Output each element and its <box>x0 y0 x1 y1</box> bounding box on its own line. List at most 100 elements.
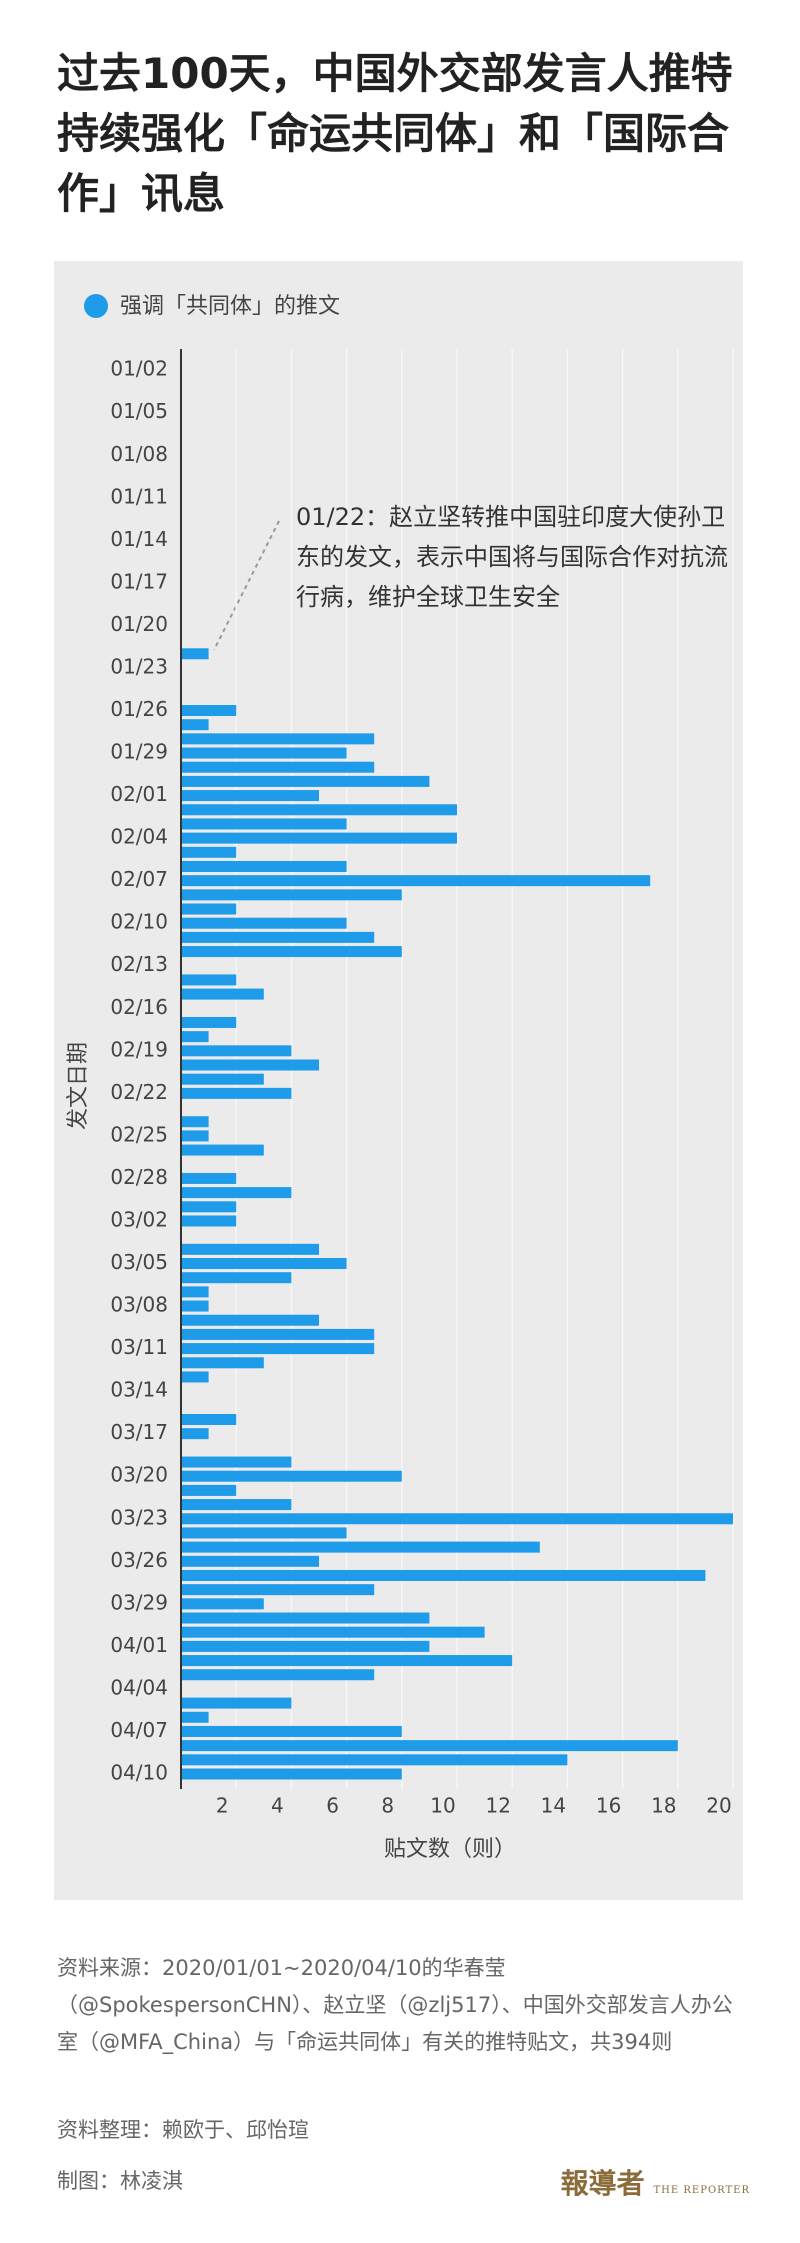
bar <box>181 1314 319 1326</box>
bar <box>181 1768 402 1780</box>
bar <box>181 1144 264 1156</box>
bar <box>181 1059 319 1071</box>
y-tick-label: 02/01 <box>110 782 168 806</box>
bar <box>181 875 651 887</box>
bar <box>181 1697 292 1709</box>
bar <box>181 1357 264 1369</box>
legend-label: 强调「共同体」的推文 <box>120 294 340 319</box>
x-tick-label: 2 <box>216 1794 229 1818</box>
source: 资料来源：2020/01/01~2020/04/10的华春莹（@Spokespe… <box>57 1956 733 2054</box>
bar <box>181 1016 237 1028</box>
bar <box>181 988 264 1000</box>
bar <box>181 860 347 872</box>
x-tick-label: 18 <box>651 1794 676 1818</box>
y-tick-label: 03/11 <box>110 1335 168 1359</box>
bar <box>181 1272 292 1284</box>
y-tick-label: 02/04 <box>110 825 168 849</box>
y-tick-label: 01/23 <box>110 654 168 678</box>
bar <box>181 903 237 915</box>
y-tick-label: 01/14 <box>110 527 168 551</box>
bar <box>181 747 347 759</box>
bar <box>181 1031 209 1043</box>
annotation-leader <box>213 520 280 651</box>
x-tick-label: 8 <box>381 1794 394 1818</box>
y-tick-label: 01/26 <box>110 697 168 721</box>
bar <box>181 917 347 929</box>
logo-text: 報導者 <box>560 2167 645 2200</box>
bar <box>181 761 375 773</box>
y-tick-label: 01/02 <box>110 357 168 381</box>
bar <box>181 1527 347 1539</box>
x-tick-label: 12 <box>485 1794 510 1818</box>
y-tick-label: 04/07 <box>110 1718 168 1742</box>
bar <box>181 1187 292 1199</box>
bar <box>181 1172 237 1184</box>
y-tick-label: 04/01 <box>110 1633 168 1657</box>
bar <box>181 846 237 858</box>
x-tick-label: 6 <box>326 1794 339 1818</box>
y-tick-label: 04/04 <box>110 1675 168 1699</box>
bar <box>181 832 457 844</box>
x-tick-label: 4 <box>271 1794 284 1818</box>
y-tick-label: 02/13 <box>110 952 168 976</box>
y-tick-label: 01/05 <box>110 399 168 423</box>
bar <box>181 1725 402 1737</box>
bar <box>181 1116 209 1128</box>
y-tick-label: 03/23 <box>110 1505 168 1529</box>
bar <box>181 1470 402 1482</box>
bar <box>181 1414 237 1425</box>
bar <box>181 648 209 660</box>
bar <box>181 1640 430 1652</box>
bar <box>181 1484 237 1496</box>
bar <box>181 1343 375 1355</box>
y-tick-label: 01/17 <box>110 569 168 593</box>
bar <box>181 1655 513 1667</box>
y-tick-label: 01/11 <box>110 484 168 508</box>
bar <box>181 1612 430 1624</box>
y-tick-label: 03/17 <box>110 1420 168 1444</box>
bar <box>181 1456 292 1468</box>
y-tick-label: 02/25 <box>110 1122 168 1146</box>
bar <box>181 931 375 943</box>
bar <box>181 1569 706 1581</box>
bar <box>181 1513 733 1525</box>
y-tick-label: 01/08 <box>110 442 168 466</box>
bar <box>181 974 237 986</box>
bar <box>181 889 402 901</box>
bar <box>181 1754 568 1766</box>
bar <box>181 804 457 816</box>
y-tick-label: 03/14 <box>110 1378 168 1402</box>
bar <box>181 1300 209 1312</box>
bar <box>181 1243 319 1255</box>
y-tick-label: 02/10 <box>110 910 168 934</box>
x-tick-label: 10 <box>430 1794 455 1818</box>
x-tick-label: 16 <box>596 1794 621 1818</box>
y-tick-label: 01/20 <box>110 612 168 636</box>
title: 过去100天，中国外交部发言人推特持续强化「命运共同体」和「国际合作」讯息 <box>57 49 733 218</box>
y-tick-label: 03/05 <box>110 1250 168 1274</box>
y-tick-label: 04/10 <box>110 1761 168 1785</box>
bar <box>181 1328 375 1340</box>
y-tick-label: 03/20 <box>110 1463 168 1487</box>
bar <box>181 1073 264 1085</box>
bar <box>181 719 209 731</box>
y-axis-label: 发文日期 <box>66 1042 91 1130</box>
y-tick-label: 02/28 <box>110 1165 168 1189</box>
bar <box>181 790 319 802</box>
bar <box>181 1215 237 1227</box>
bar <box>181 705 237 716</box>
bar <box>181 1201 237 1213</box>
bar <box>181 775 430 787</box>
bar <box>181 1087 292 1099</box>
y-tick-label: 02/16 <box>110 995 168 1019</box>
bar <box>181 1626 485 1638</box>
x-tick-label: 20 <box>706 1794 731 1818</box>
bar <box>181 1371 209 1383</box>
y-tick-label: 03/02 <box>110 1207 168 1231</box>
logo: 報導者 THE REPORTER <box>561 2162 750 2202</box>
bar <box>181 946 402 958</box>
y-tick-label: 02/07 <box>110 867 168 891</box>
y-tick-label: 01/29 <box>110 740 168 764</box>
